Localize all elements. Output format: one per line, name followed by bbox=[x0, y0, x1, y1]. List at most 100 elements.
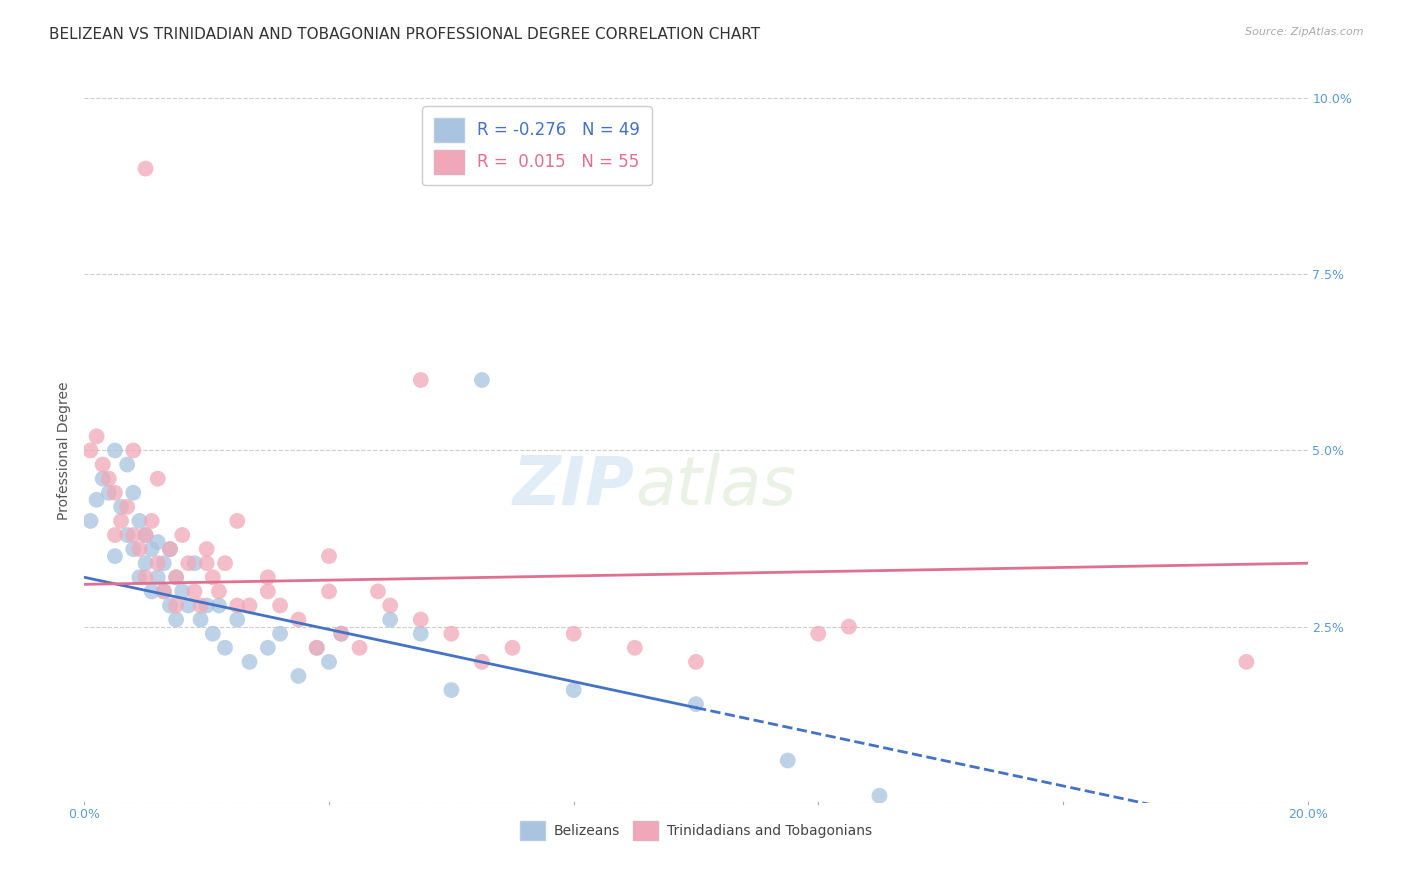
Point bbox=[367, 584, 389, 599]
Point bbox=[349, 640, 371, 655]
Point bbox=[214, 640, 236, 655]
Point bbox=[269, 626, 291, 640]
Point bbox=[318, 584, 340, 599]
Point bbox=[562, 683, 585, 698]
Point bbox=[165, 613, 187, 627]
Point bbox=[135, 528, 157, 542]
Point bbox=[502, 640, 524, 655]
Point bbox=[86, 492, 108, 507]
Point bbox=[146, 535, 169, 549]
Point bbox=[440, 626, 463, 640]
Point bbox=[471, 373, 494, 387]
Point bbox=[257, 570, 280, 584]
Point bbox=[624, 640, 647, 655]
Point bbox=[776, 754, 799, 768]
Point bbox=[208, 599, 231, 613]
Text: atlas: atlas bbox=[636, 453, 796, 518]
Point bbox=[685, 655, 707, 669]
Point bbox=[177, 599, 200, 613]
Point bbox=[190, 613, 212, 627]
Point bbox=[141, 542, 163, 557]
Point bbox=[201, 570, 224, 584]
Text: Source: ZipAtlas.com: Source: ZipAtlas.com bbox=[1246, 27, 1364, 37]
Point bbox=[257, 584, 280, 599]
Point bbox=[122, 542, 145, 557]
Point bbox=[97, 472, 120, 486]
Point bbox=[287, 613, 309, 627]
Point bbox=[318, 655, 340, 669]
Point bbox=[79, 514, 101, 528]
Point bbox=[195, 599, 218, 613]
Point bbox=[146, 472, 169, 486]
Point bbox=[122, 443, 145, 458]
Point bbox=[110, 500, 132, 514]
Point bbox=[380, 613, 402, 627]
Point bbox=[869, 789, 891, 803]
Point bbox=[128, 570, 150, 584]
Point bbox=[172, 584, 194, 599]
Point bbox=[305, 640, 328, 655]
Point bbox=[159, 542, 181, 557]
Point bbox=[380, 599, 402, 613]
Point bbox=[238, 655, 260, 669]
Point bbox=[190, 599, 212, 613]
Point bbox=[165, 570, 187, 584]
Point bbox=[409, 626, 432, 640]
Point bbox=[141, 514, 163, 528]
Point bbox=[104, 485, 127, 500]
Point bbox=[807, 626, 830, 640]
Point bbox=[226, 613, 249, 627]
Point bbox=[257, 640, 280, 655]
Point bbox=[91, 472, 114, 486]
Point bbox=[183, 556, 205, 570]
Point bbox=[135, 161, 157, 176]
Point bbox=[471, 655, 494, 669]
Point bbox=[208, 584, 231, 599]
Point bbox=[122, 485, 145, 500]
Point bbox=[562, 626, 585, 640]
Point bbox=[153, 556, 176, 570]
Point bbox=[838, 619, 860, 633]
Point bbox=[153, 584, 176, 599]
Text: BELIZEAN VS TRINIDADIAN AND TOBAGONIAN PROFESSIONAL DEGREE CORRELATION CHART: BELIZEAN VS TRINIDADIAN AND TOBAGONIAN P… bbox=[49, 27, 761, 42]
Text: ZIP: ZIP bbox=[513, 453, 636, 518]
Point bbox=[115, 458, 138, 472]
Point bbox=[104, 528, 127, 542]
Point bbox=[115, 500, 138, 514]
Point bbox=[135, 556, 157, 570]
Point bbox=[318, 549, 340, 564]
Point bbox=[165, 599, 187, 613]
Point bbox=[305, 640, 328, 655]
Point bbox=[409, 373, 432, 387]
Point bbox=[172, 528, 194, 542]
Point bbox=[97, 485, 120, 500]
Point bbox=[238, 599, 260, 613]
Point bbox=[141, 584, 163, 599]
Point bbox=[159, 599, 181, 613]
Point bbox=[177, 556, 200, 570]
Point bbox=[685, 697, 707, 711]
Point bbox=[1236, 655, 1258, 669]
Point bbox=[115, 528, 138, 542]
Y-axis label: Professional Degree: Professional Degree bbox=[58, 381, 72, 520]
Point bbox=[128, 542, 150, 557]
Point bbox=[226, 599, 249, 613]
Legend: Belizeans, Trinidadians and Tobagonians: Belizeans, Trinidadians and Tobagonians bbox=[512, 813, 880, 848]
Point bbox=[91, 458, 114, 472]
Point bbox=[195, 542, 218, 557]
Point bbox=[269, 599, 291, 613]
Point bbox=[104, 443, 127, 458]
Point bbox=[195, 556, 218, 570]
Point bbox=[110, 514, 132, 528]
Point bbox=[214, 556, 236, 570]
Point bbox=[226, 514, 249, 528]
Point bbox=[159, 542, 181, 557]
Point bbox=[135, 528, 157, 542]
Point bbox=[104, 549, 127, 564]
Point bbox=[287, 669, 309, 683]
Point bbox=[330, 626, 353, 640]
Point bbox=[79, 443, 101, 458]
Point bbox=[135, 570, 157, 584]
Point bbox=[183, 584, 205, 599]
Point bbox=[146, 556, 169, 570]
